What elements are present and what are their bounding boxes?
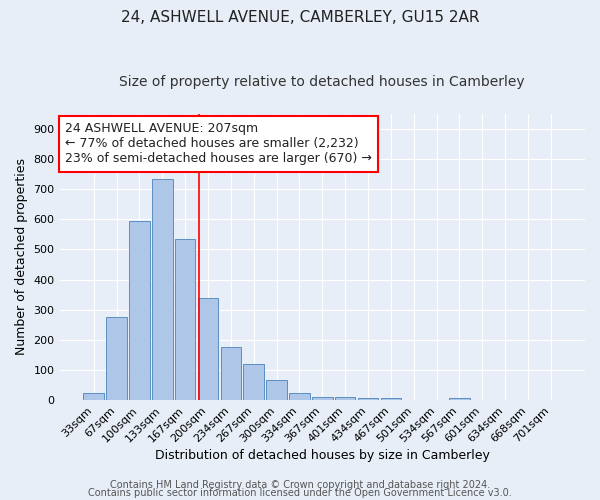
Text: Contains public sector information licensed under the Open Government Licence v3: Contains public sector information licen… xyxy=(88,488,512,498)
Bar xyxy=(244,364,264,400)
X-axis label: Distribution of detached houses by size in Camberley: Distribution of detached houses by size … xyxy=(155,450,490,462)
Bar xyxy=(312,396,332,400)
Bar xyxy=(83,392,104,400)
Text: 24, ASHWELL AVENUE, CAMBERLEY, GU15 2AR: 24, ASHWELL AVENUE, CAMBERLEY, GU15 2AR xyxy=(121,10,479,25)
Text: Contains HM Land Registry data © Crown copyright and database right 2024.: Contains HM Land Registry data © Crown c… xyxy=(110,480,490,490)
Bar xyxy=(129,221,150,400)
Title: Size of property relative to detached houses in Camberley: Size of property relative to detached ho… xyxy=(119,75,525,89)
Y-axis label: Number of detached properties: Number of detached properties xyxy=(15,158,28,356)
Bar xyxy=(152,178,173,400)
Text: 24 ASHWELL AVENUE: 207sqm
← 77% of detached houses are smaller (2,232)
23% of se: 24 ASHWELL AVENUE: 207sqm ← 77% of detac… xyxy=(65,122,371,166)
Bar xyxy=(106,318,127,400)
Bar xyxy=(266,380,287,400)
Bar xyxy=(289,392,310,400)
Bar xyxy=(198,298,218,400)
Bar xyxy=(380,398,401,400)
Bar xyxy=(175,239,196,400)
Bar xyxy=(221,346,241,400)
Bar xyxy=(335,396,355,400)
Bar xyxy=(449,398,470,400)
Bar xyxy=(358,398,378,400)
